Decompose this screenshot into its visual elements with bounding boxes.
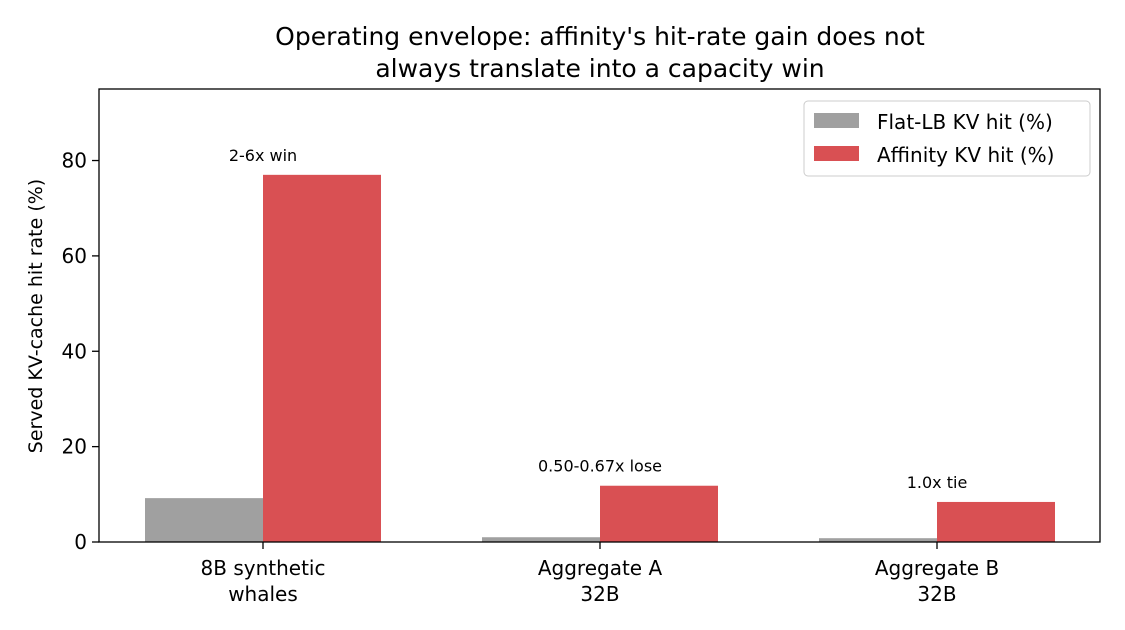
chart-title-line-2: always translate into a capacity win: [375, 54, 824, 83]
y-axis: 0 20 40 60 80: [62, 149, 99, 554]
legend: Flat-LB KV hit (%) Affinity KV hit (%): [803, 100, 1091, 177]
chart-title-line-1: Operating envelope: affinity's hit-rate …: [275, 22, 925, 51]
y-tick-label: 20: [62, 435, 87, 459]
bar-flat-lb-1: [482, 537, 600, 542]
y-tick-label: 80: [62, 149, 87, 173]
bar-affinity-1: [600, 485, 718, 542]
y-axis-label: Served KV-cache hit rate (%): [25, 179, 47, 453]
x-tick-label: whales: [228, 582, 298, 606]
bar-annotation-2: 1.0x tie: [907, 473, 968, 492]
x-tick-label: Aggregate A: [538, 556, 663, 580]
legend-swatch-affinity: [814, 146, 859, 161]
x-tick-label: 32B: [917, 582, 956, 606]
bar-affinity-2: [937, 501, 1055, 542]
x-tick-label: Aggregate B: [875, 556, 999, 580]
y-tick-label: 60: [62, 244, 87, 268]
legend-frame: [803, 100, 1091, 177]
plot-frame: [98, 88, 1101, 543]
bar-flat-lb-0: [145, 498, 263, 542]
y-tick-label: 40: [62, 339, 87, 363]
legend-label-flat-lb: Flat-LB KV hit (%): [877, 110, 1053, 134]
x-tick-label: 32B: [580, 582, 619, 606]
bar-flat-lb-2: [819, 538, 937, 542]
bar-annotation-1: 0.50-0.67x lose: [538, 457, 662, 476]
x-tick-label: 8B synthetic: [201, 556, 326, 580]
annotations-group: 2-6x win 0.50-0.67x lose 1.0x tie: [229, 146, 967, 492]
legend-label-affinity: Affinity KV hit (%): [877, 143, 1054, 167]
legend-swatch-flat-lb: [814, 113, 859, 128]
bar-annotation-0: 2-6x win: [229, 146, 297, 165]
y-tick-label: 0: [74, 530, 87, 554]
bars-group: [145, 174, 1055, 542]
bar-affinity-0: [263, 174, 381, 542]
